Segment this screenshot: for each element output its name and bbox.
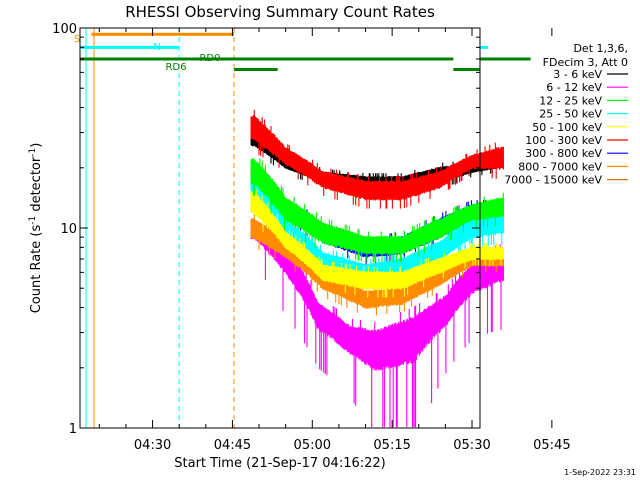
- x-tick-label-5: 05:45: [533, 438, 570, 453]
- y-tick-label-1: 10: [60, 222, 77, 237]
- y-axis-label-mid: detector: [29, 156, 44, 216]
- x-tick-label-4: 05:30: [453, 438, 490, 453]
- legend-header-2: FDecim 3, Att 0: [543, 56, 628, 69]
- x-tick-label-2: 05:00: [294, 438, 331, 453]
- chart-title: RHESSI Observing Summary Count Rates: [125, 3, 435, 21]
- y-axis-ticks: 1 10 100: [52, 22, 480, 437]
- y-axis-label-end: ): [29, 143, 44, 148]
- y-tick-label-2: 100: [52, 22, 77, 37]
- x-axis-ticks: 04:30 04:45 05:00 05:15 05:30 05:45: [98, 28, 571, 453]
- series-layer: [250, 109, 504, 428]
- legend-label-1: 6 - 12 keV: [546, 81, 602, 94]
- flag-label-RD0: RD0: [199, 53, 220, 64]
- legend-label-5: 100 - 300 keV: [525, 134, 602, 147]
- y-axis-label-exp1: -1: [28, 216, 38, 225]
- legend-label-0: 3 - 6 keV: [553, 68, 602, 81]
- legend-label-7: 800 - 7000 keV: [518, 160, 602, 173]
- x-axis-label: Start Time (21-Sep-17 04:16:22): [174, 456, 385, 471]
- x-tick-label-0: 04:30: [134, 438, 171, 453]
- legend-label-8: 7000 - 15000 keV: [504, 174, 602, 187]
- flag-bars: S N RD0 RD6: [74, 32, 531, 73]
- legend-label-4: 50 - 100 keV: [532, 121, 602, 134]
- x-tick-label-3: 05:15: [373, 438, 410, 453]
- legend-label-3: 25 - 50 keV: [539, 108, 602, 121]
- x-tick-label-1: 04:45: [214, 438, 251, 453]
- legend-label-2: 12 - 25 keV: [539, 94, 602, 107]
- series-trace-5: [250, 109, 504, 209]
- flag-label-RD6: RD6: [165, 62, 186, 73]
- legend-label-6: 300 - 800 keV: [525, 147, 602, 160]
- y-tick-label-0: 1: [69, 422, 77, 437]
- flag-label-N: N: [153, 42, 160, 53]
- generation-timestamp: 1-Sep-2022 23:31: [564, 468, 636, 477]
- y-axis-label-main: Count Rate (s: [29, 225, 44, 314]
- y-axis-label: Count Rate (s-1 detector-1): [28, 143, 44, 314]
- y-axis-label-exp2: -1: [28, 148, 38, 157]
- series-trace-4: [250, 189, 504, 298]
- flag-label-S: S: [74, 34, 80, 45]
- series-trace-2: [250, 158, 504, 263]
- legend-header-1: Det 1,3,6,: [573, 42, 628, 55]
